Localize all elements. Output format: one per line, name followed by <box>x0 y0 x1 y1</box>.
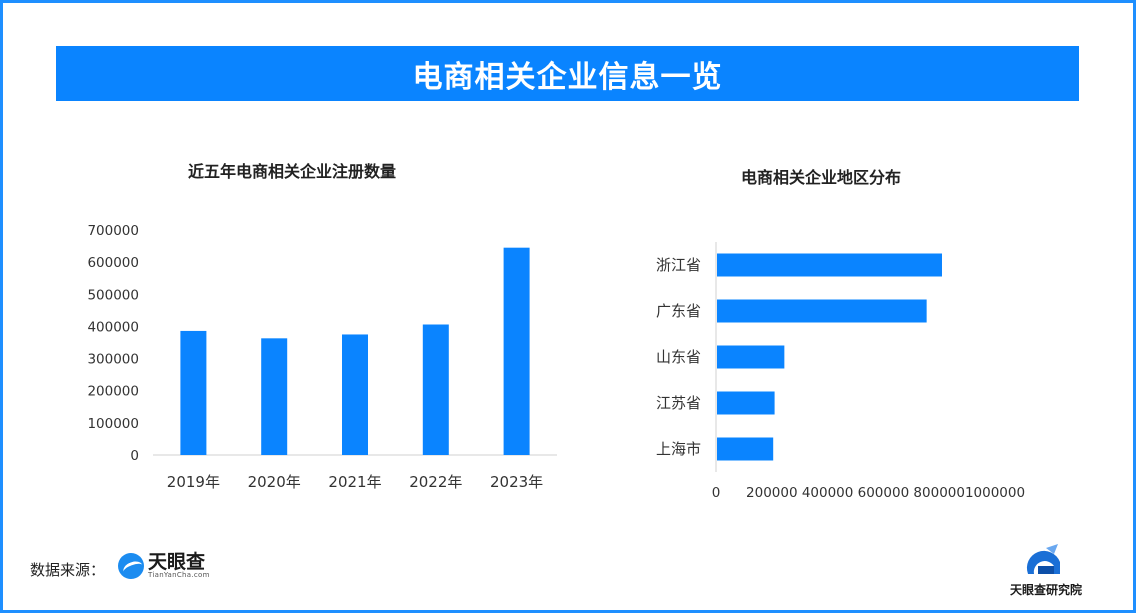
hbar-chart-y-tick: 广东省 <box>656 302 701 320</box>
hbar-chart-y-tick: 上海市 <box>656 440 701 458</box>
hbar-山东省 <box>717 345 785 369</box>
bar-chart-y-tick: 400000 <box>87 319 139 335</box>
tianyancha-logo: 天眼查 TianYanCha.com <box>118 553 210 579</box>
bar-chart-y-tick: 200000 <box>87 384 139 400</box>
bar-chart-x-tick: 2023年 <box>490 473 543 491</box>
bar-2023年 <box>503 247 530 455</box>
logo-cn: 天眼查 <box>148 551 206 573</box>
bar-chart-y-tick: 700000 <box>87 223 139 239</box>
bar-chart-title: 近五年电商相关企业注册数量 <box>188 162 397 181</box>
bar-chart-y-tick: 300000 <box>87 352 139 368</box>
hbar-chart-y-tick: 浙江省 <box>656 256 701 274</box>
institute-mark-icon <box>1026 544 1060 574</box>
institute-name: 天眼查研究院 <box>1009 583 1082 597</box>
hbar-chart-x-tick: 800000 <box>913 485 965 501</box>
hbar-chart-x-tick: 400000 <box>802 485 854 501</box>
institute-logo: 天眼查研究院 <box>1000 540 1092 600</box>
data-source: 数据来源： <box>30 559 105 580</box>
hbar-chart-x-tick: 200000 <box>746 485 798 501</box>
page-title: 电商相关企业信息一览 <box>412 59 723 95</box>
bar-chart-y-tick: 0 <box>130 448 139 464</box>
bar-chart-x-tick: 2020年 <box>248 473 301 491</box>
bar-2022年 <box>422 324 449 455</box>
hbar-浙江省 <box>717 253 942 277</box>
hbar-chart-y-tick: 江苏省 <box>656 394 701 412</box>
hbar-chart-title: 电商相关企业地区分布 <box>741 168 902 187</box>
bar-2019年 <box>180 330 207 455</box>
logo-en: TianYanCha.com <box>148 571 210 579</box>
bar-chart-x-tick: 2021年 <box>328 473 381 491</box>
hbar-江苏省 <box>717 391 775 415</box>
bar-chart-y-tick: 500000 <box>87 287 139 303</box>
title-banner: 电商相关企业信息一览 <box>56 46 1079 101</box>
bar-2021年 <box>342 334 368 455</box>
bar-2020年 <box>261 338 288 455</box>
bar-chart-y-tick: 100000 <box>87 416 139 432</box>
source-label: 数据来源： <box>30 561 106 579</box>
bar-chart-x-tick: 2019年 <box>167 473 220 491</box>
hbar-chart-x-tick: 0 <box>712 485 721 501</box>
hbar-上海市 <box>717 437 774 461</box>
bar-chart-x-tick: 2022年 <box>409 473 462 491</box>
hbar-chart-x-tick: 600000 <box>858 485 910 501</box>
bar-chart-y-tick: 600000 <box>87 255 139 271</box>
hbar-广东省 <box>717 299 927 323</box>
tianyancha-logo-icon <box>118 553 144 579</box>
hbar-chart-y-tick: 山东省 <box>656 348 701 366</box>
hbar-chart-x-tick: 1000000 <box>965 485 1025 501</box>
